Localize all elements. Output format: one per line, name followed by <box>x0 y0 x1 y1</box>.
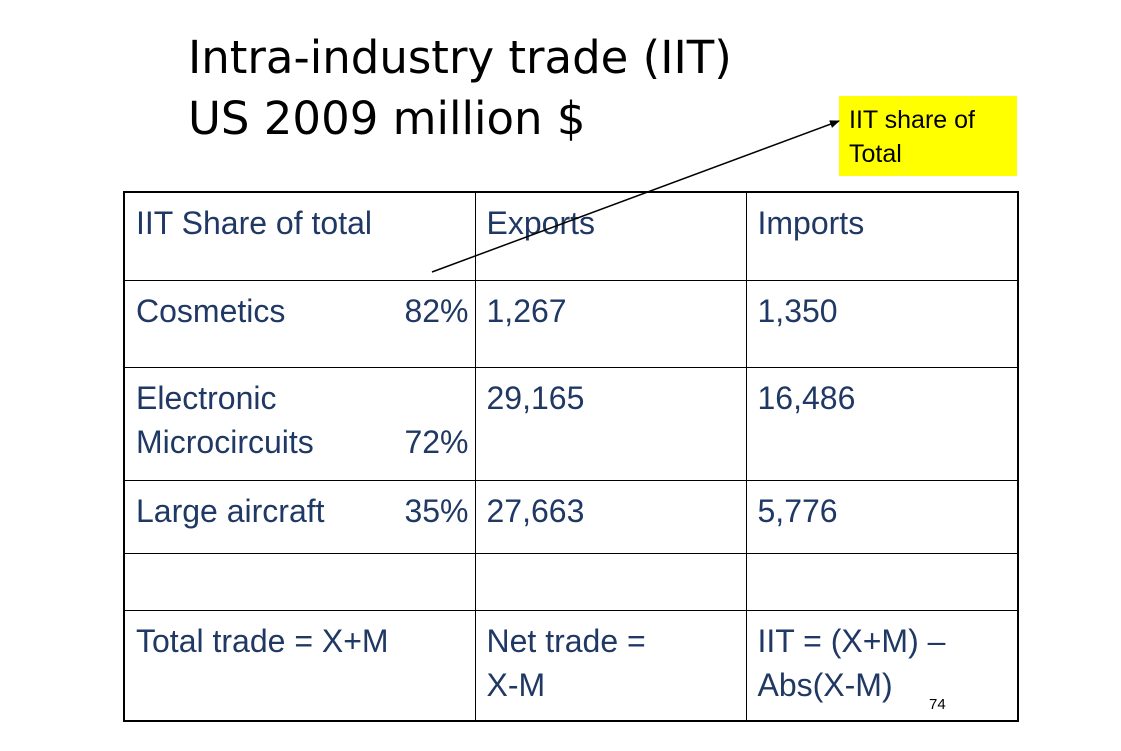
header-imports: Imports <box>745 191 1019 281</box>
slide-title-line-1: Intra-industry trade (IIT) <box>188 31 732 84</box>
slide-number: 74 <box>929 696 946 713</box>
slide-title: Intra-industry trade (IIT) US 2009 milli… <box>188 27 732 149</box>
product-name-line-2: Microcircuits <box>136 423 314 460</box>
iit-formula-line-2: Abs(X-M) <box>757 666 893 703</box>
imports-value: 1,350 <box>745 279 1019 368</box>
table-row: Cosmetics 82% 1,267 1,350 <box>123 279 1019 368</box>
exports-value: 27,663 <box>474 479 747 554</box>
total-trade-formula: Total trade = X+M <box>123 609 476 722</box>
table-row: Electronic Microcircuits 72% 29,165 16,4… <box>123 366 1019 481</box>
empty-cell <box>123 552 476 611</box>
iit-table: IIT Share of total Exports Imports Cosme… <box>123 191 1019 722</box>
table-row: Large aircraft 35% 27,663 5,776 <box>123 479 1019 554</box>
imports-value: 5,776 <box>745 479 1019 554</box>
header-exports: Exports <box>474 191 747 281</box>
iit-share-value: 82% <box>404 292 469 329</box>
product-cell: Large aircraft 35% <box>123 479 476 554</box>
empty-table-row <box>123 552 1019 611</box>
product-cell: Electronic Microcircuits 72% <box>123 366 476 481</box>
formula-row: Total trade = X+M Net trade = X-M IIT = … <box>123 609 1019 722</box>
exports-value: 1,267 <box>474 279 747 368</box>
product-cell: Cosmetics 82% <box>123 279 476 368</box>
exports-value: 29,165 <box>474 366 747 481</box>
iit-formula: IIT = (X+M) – Abs(X-M) <box>745 609 1019 722</box>
empty-cell <box>474 552 747 611</box>
iit-share-value: 72% <box>404 423 469 460</box>
iit-formula-line-1: IIT = (X+M) – <box>757 622 946 659</box>
slide-title-line-2: US 2009 million $ <box>188 92 586 145</box>
product-name: Cosmetics <box>136 292 286 329</box>
product-name: Electronic <box>136 379 277 416</box>
imports-value: 16,486 <box>745 366 1019 481</box>
header-iit-share: IIT Share of total <box>123 191 476 281</box>
net-trade-formula-line-2: X-M <box>486 666 546 703</box>
table-header-row: IIT Share of total Exports Imports <box>123 191 1019 281</box>
product-name: Large aircraft <box>136 492 325 529</box>
iit-share-callout: IIT share of Total <box>839 96 1017 176</box>
net-trade-formula-line-1: Net trade = <box>486 622 646 659</box>
empty-cell <box>745 552 1019 611</box>
net-trade-formula: Net trade = X-M <box>474 609 747 722</box>
iit-share-value: 35% <box>404 492 469 529</box>
